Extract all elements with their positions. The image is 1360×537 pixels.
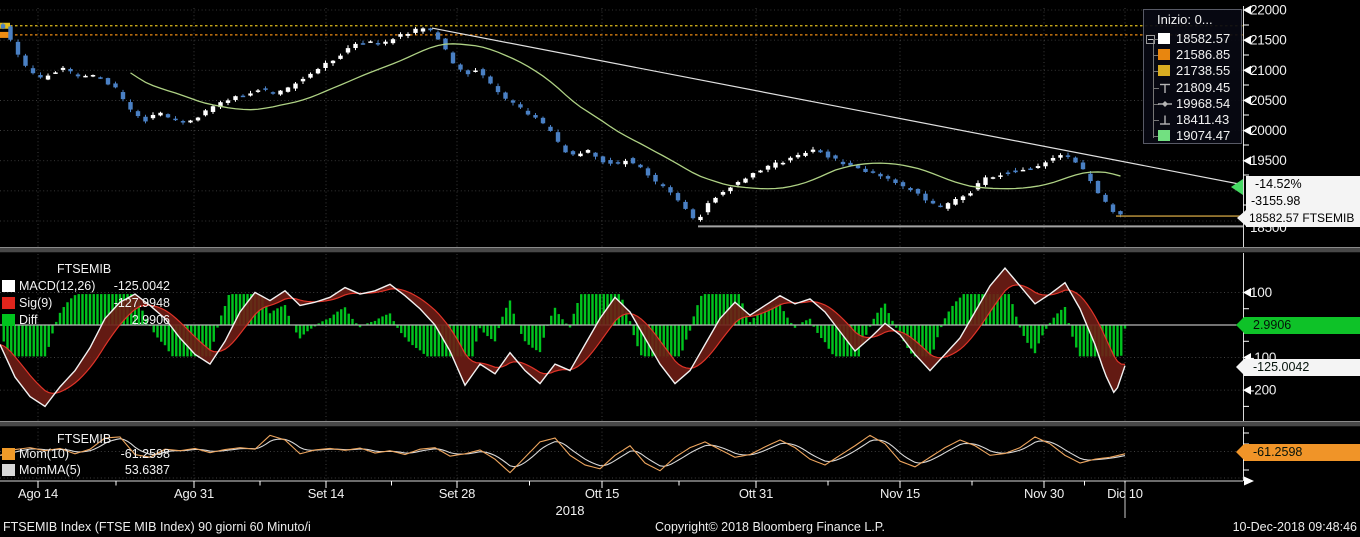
legend-tree-stub [1153, 87, 1159, 89]
y-axis-label: 21000 [1250, 63, 1287, 78]
x-axis-label: Ott 15 [585, 486, 619, 501]
y-axis-label: 20000 [1250, 123, 1287, 138]
legend-item-level-orange[interactable]: 21586.85 [1144, 47, 1241, 63]
panel-divider-2[interactable] [0, 421, 1360, 427]
sig-value: -127.9948 [113, 296, 170, 310]
level-yellow-icon [1158, 65, 1170, 77]
x-axis-label: Nov 15 [880, 486, 920, 501]
legend-item-avg-marker[interactable]: 19968.54 [1144, 96, 1241, 112]
x-axis-label: Set 28 [439, 486, 475, 501]
legend-value: 21586.85 [1176, 47, 1231, 63]
legend-tree-stub [1153, 55, 1159, 57]
legend-title: Inizio: 0... [1157, 12, 1213, 27]
legend-value: 21809.45 [1176, 79, 1231, 95]
legend-value: 19968.54 [1176, 95, 1231, 111]
x-axis-label: Nov 30 [1024, 486, 1064, 501]
last-price-box: -14.52% -3155.98 18582.57 FTSEMIB [1237, 176, 1360, 227]
status-copyright: Copyright© 2018 Bloomberg Finance L.P. [655, 520, 885, 534]
avg-marker-icon [1158, 98, 1172, 109]
legend-item-low-marker[interactable]: 18411.43 [1144, 112, 1241, 128]
y-axis-label: 22000 [1250, 3, 1287, 18]
mom-badge-value: -61.2598 [1253, 445, 1303, 459]
legend-tree-stub [1153, 136, 1159, 138]
last-price-label: 18582.57 FTSEMIB [1249, 211, 1355, 225]
diff-badge: 2.9906 [1236, 317, 1360, 334]
x-axis-label: Set 14 [308, 486, 344, 501]
status-instrument: FTSEMIB Index (FTSE MIB Index) 90 giorni… [3, 520, 311, 534]
y-axis-label: 21500 [1250, 33, 1287, 48]
x-axis-label: Ott 31 [739, 486, 773, 501]
legend-tree-stub [1153, 71, 1159, 73]
mom-value: -61.2598 [120, 447, 170, 461]
macd-panel-title: FTSEMIB [57, 262, 112, 276]
last-price-icon [1158, 33, 1170, 44]
momma-value: 53.6387 [124, 463, 170, 477]
panel-divider-1[interactable] [0, 247, 1360, 253]
diff-swatch [2, 314, 15, 326]
price-arrow-icon [1237, 210, 1246, 226]
status-bar: FTSEMIB Index (FTSE MIB Index) 90 giorni… [0, 519, 1360, 537]
macd-value: -125.0042 [113, 279, 170, 293]
momma-line-swatch [2, 464, 15, 476]
chart-legend[interactable]: Inizio: 0... 18582.57 21586.85 21738.55 218… [1143, 9, 1242, 144]
macd-row-diff: Diff 2.9906 [2, 313, 172, 328]
x-axis-year: 2018 [555, 503, 585, 518]
momentum-panel-title: FTSEMIB [57, 432, 112, 446]
diff-badge-value: 2.9906 [1253, 318, 1292, 332]
macd-label: MACD(12,26) [19, 279, 96, 293]
legend-item-last-price[interactable]: 18582.57 [1144, 31, 1241, 47]
moving-avg-icon [1158, 130, 1170, 142]
legend-value: 18411.43 [1176, 112, 1230, 127]
mom-label: Mom(10) [19, 447, 70, 461]
low-marker-icon [1158, 114, 1170, 125]
legend-value: 21738.55 [1176, 63, 1231, 79]
sig-label: Sig(9) [19, 296, 53, 310]
macd-row-sig: Sig(9) -127.9948 [2, 296, 172, 311]
level-orange-icon [1158, 49, 1170, 61]
high-marker-icon [1158, 82, 1170, 93]
legend-tree-stub [1153, 39, 1159, 40]
momma-row: MomMA(5) 53.6387 [2, 463, 172, 478]
sig-line-swatch [2, 297, 15, 309]
diff-label: Diff [19, 313, 38, 327]
momma-label: MomMA(5) [19, 463, 81, 477]
macd-line-swatch [2, 280, 15, 292]
ma-value-marker-icon [1231, 179, 1243, 195]
legend-item-level-yellow[interactable]: 21738.55 [1144, 63, 1241, 79]
legend-item-high-marker[interactable]: 21809.45 [1144, 80, 1241, 96]
legend-item-moving-avg[interactable]: 19074.47 [1144, 128, 1241, 144]
mom-badge: -61.2598 [1236, 444, 1360, 461]
mom-line-swatch [2, 448, 15, 460]
macd-row-macd: MACD(12,26) -125.0042 [2, 279, 172, 294]
x-axis-label: Ago 14 [18, 486, 58, 501]
x-axis-label: Ago 31 [174, 486, 214, 501]
change-abs: -3155.98 [1251, 194, 1301, 208]
macd-y-axis-label: -200 [1250, 383, 1276, 398]
y-axis-label: 20500 [1250, 93, 1287, 108]
diff-value: 2.9906 [131, 313, 170, 327]
diff-badge-arrow-icon [1236, 317, 1244, 333]
macd-badge-arrow-icon [1236, 359, 1244, 375]
change-pct: -14.52% [1255, 177, 1302, 191]
status-timestamp: 10-Dec-2018 09:48:46 [1232, 520, 1357, 534]
mom-row: Mom(10) -61.2598 [2, 447, 172, 462]
mom-badge-arrow-icon [1236, 444, 1244, 460]
y-axis-label: 19500 [1250, 153, 1287, 168]
legend-tree-stub [1153, 103, 1159, 105]
macd-y-axis-label: 100 [1250, 285, 1272, 300]
macd-badge-value: -125.0042 [1253, 360, 1310, 374]
macd-badge: -125.0042 [1236, 359, 1360, 376]
legend-value: 19074.47 [1176, 128, 1231, 144]
legend-tree-stub [1153, 120, 1159, 121]
legend-value: 18582.57 [1176, 31, 1231, 46]
